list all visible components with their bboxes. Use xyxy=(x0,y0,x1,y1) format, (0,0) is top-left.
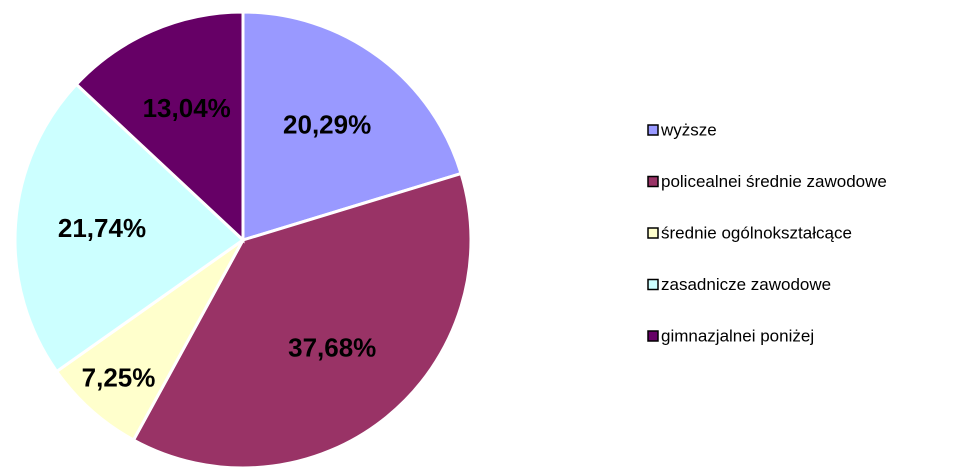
data-label: 7,25% xyxy=(82,362,156,392)
pie-slice xyxy=(241,10,463,243)
data-label: 21,74% xyxy=(58,213,146,243)
legend-label: policealnei średnie zawodowe xyxy=(661,172,887,191)
legend-swatch xyxy=(647,175,659,188)
pie-slice xyxy=(13,82,246,374)
data-label: 37,68% xyxy=(288,333,376,363)
pie-slice xyxy=(131,171,473,470)
legend-label: średnie ogólnokształcące xyxy=(661,223,852,242)
legend-swatch xyxy=(647,124,659,136)
legend-swatch xyxy=(647,330,659,342)
data-label: 13,04% xyxy=(143,93,231,123)
legend-label: zasadnicze zawodowe xyxy=(661,275,831,294)
data-label: 20,29% xyxy=(283,109,371,139)
legend-swatch xyxy=(647,278,659,291)
pie-slice xyxy=(54,238,245,443)
pie-slice xyxy=(74,10,245,244)
legend-swatch xyxy=(647,227,659,239)
legend-label: wyższe xyxy=(660,120,717,139)
legend-label: gimnazjalnei poniżej xyxy=(661,326,814,345)
